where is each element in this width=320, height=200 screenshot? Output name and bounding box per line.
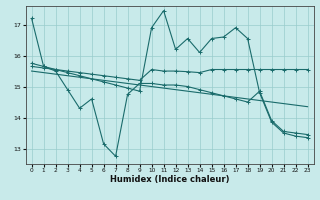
X-axis label: Humidex (Indice chaleur): Humidex (Indice chaleur): [110, 175, 229, 184]
